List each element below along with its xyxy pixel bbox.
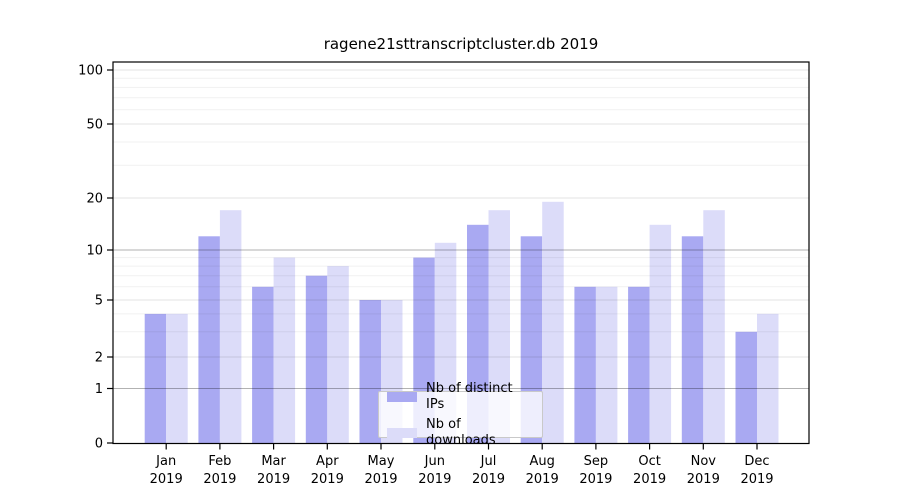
y-tick-label-2: 2 xyxy=(95,351,103,366)
x-tick-label-year-jun: 2019 xyxy=(418,472,451,487)
bar-ips-apr xyxy=(305,275,328,443)
x-tick-label-month-aug: Aug xyxy=(530,454,555,469)
bar-downloads-apr xyxy=(327,266,349,443)
legend-label-distinct-ips: Nb of distinct IPs xyxy=(426,380,513,412)
bar-ips-jan xyxy=(144,313,167,443)
bar-downloads-aug xyxy=(542,201,564,443)
x-tick-label-year-apr: 2019 xyxy=(311,472,344,487)
x-tick-label-month-jan: Jan xyxy=(155,454,176,469)
x-tick-label-month-feb: Feb xyxy=(208,454,231,469)
y-tick-label-20: 20 xyxy=(86,192,103,207)
y-tick-label-100: 100 xyxy=(78,64,103,79)
bar-downloads-sep xyxy=(595,286,618,443)
x-tick-label-year-sep: 2019 xyxy=(579,472,612,487)
y-tick-label-0: 0 xyxy=(95,437,103,452)
plot-frame xyxy=(112,61,810,445)
x-tick-label-year-aug: 2019 xyxy=(526,472,559,487)
x-tick-label-month-jun: Jun xyxy=(424,454,445,469)
bar-ips-may xyxy=(359,300,381,443)
legend-label-downloads: Nb of downloads xyxy=(426,416,496,448)
y-tick-label-1: 1 xyxy=(95,382,103,397)
bar-ips-sep xyxy=(574,286,596,443)
x-tick-label-year-jul: 2019 xyxy=(472,472,505,487)
bar-ips-mar xyxy=(252,286,274,443)
x-tick-label-year-may: 2019 xyxy=(364,472,397,487)
x-tick-label-year-nov: 2019 xyxy=(687,472,720,487)
bar-ips-feb xyxy=(198,236,220,443)
x-tick-label-month-may: May xyxy=(368,454,395,469)
y-tick-label-5: 5 xyxy=(95,294,103,309)
legend: Nb of distinct IPs Nb of downloads xyxy=(378,381,543,448)
x-tick-label-year-jan: 2019 xyxy=(150,472,183,487)
x-tick-label-month-sep: Sep xyxy=(584,454,609,469)
y-tick-label-50: 50 xyxy=(86,118,103,133)
bar-downloads-oct xyxy=(649,224,672,443)
bar-downloads-feb xyxy=(219,210,242,443)
bar-ips-oct xyxy=(628,286,650,443)
x-tick-label-month-oct: Oct xyxy=(638,454,660,469)
x-tick-label-month-jul: Jul xyxy=(480,454,497,469)
bar-ips-nov xyxy=(681,236,704,443)
x-tick-label-year-oct: 2019 xyxy=(633,472,666,487)
x-tick-label-month-dec: Dec xyxy=(744,454,769,469)
x-tick-label-year-mar: 2019 xyxy=(257,472,290,487)
x-tick-label-month-mar: Mar xyxy=(261,454,286,469)
legend-swatch-downloads xyxy=(387,427,417,438)
x-tick-label-year-feb: 2019 xyxy=(203,472,236,487)
legend-item-downloads: Nb of downloads xyxy=(387,417,534,449)
bar-downloads-jan xyxy=(166,313,188,443)
bar-downloads-dec xyxy=(757,313,779,443)
bar-ips-dec xyxy=(735,331,757,443)
legend-swatch-distinct-ips xyxy=(387,391,417,402)
chart-title: ragene21sttranscriptcluster.db 2019 xyxy=(323,35,599,53)
legend-item-distinct-ips: Nb of distinct IPs xyxy=(387,381,534,413)
bar-ips-jul xyxy=(467,224,489,443)
bar-downloads-mar xyxy=(273,257,296,443)
x-tick-label-month-apr: Apr xyxy=(316,454,339,469)
y-tick-label-10: 10 xyxy=(86,244,103,259)
bar-downloads-nov xyxy=(703,210,725,443)
x-tick-label-month-nov: Nov xyxy=(691,454,717,469)
bar-downloads-jul xyxy=(488,210,510,443)
x-tick-label-year-dec: 2019 xyxy=(740,472,773,487)
